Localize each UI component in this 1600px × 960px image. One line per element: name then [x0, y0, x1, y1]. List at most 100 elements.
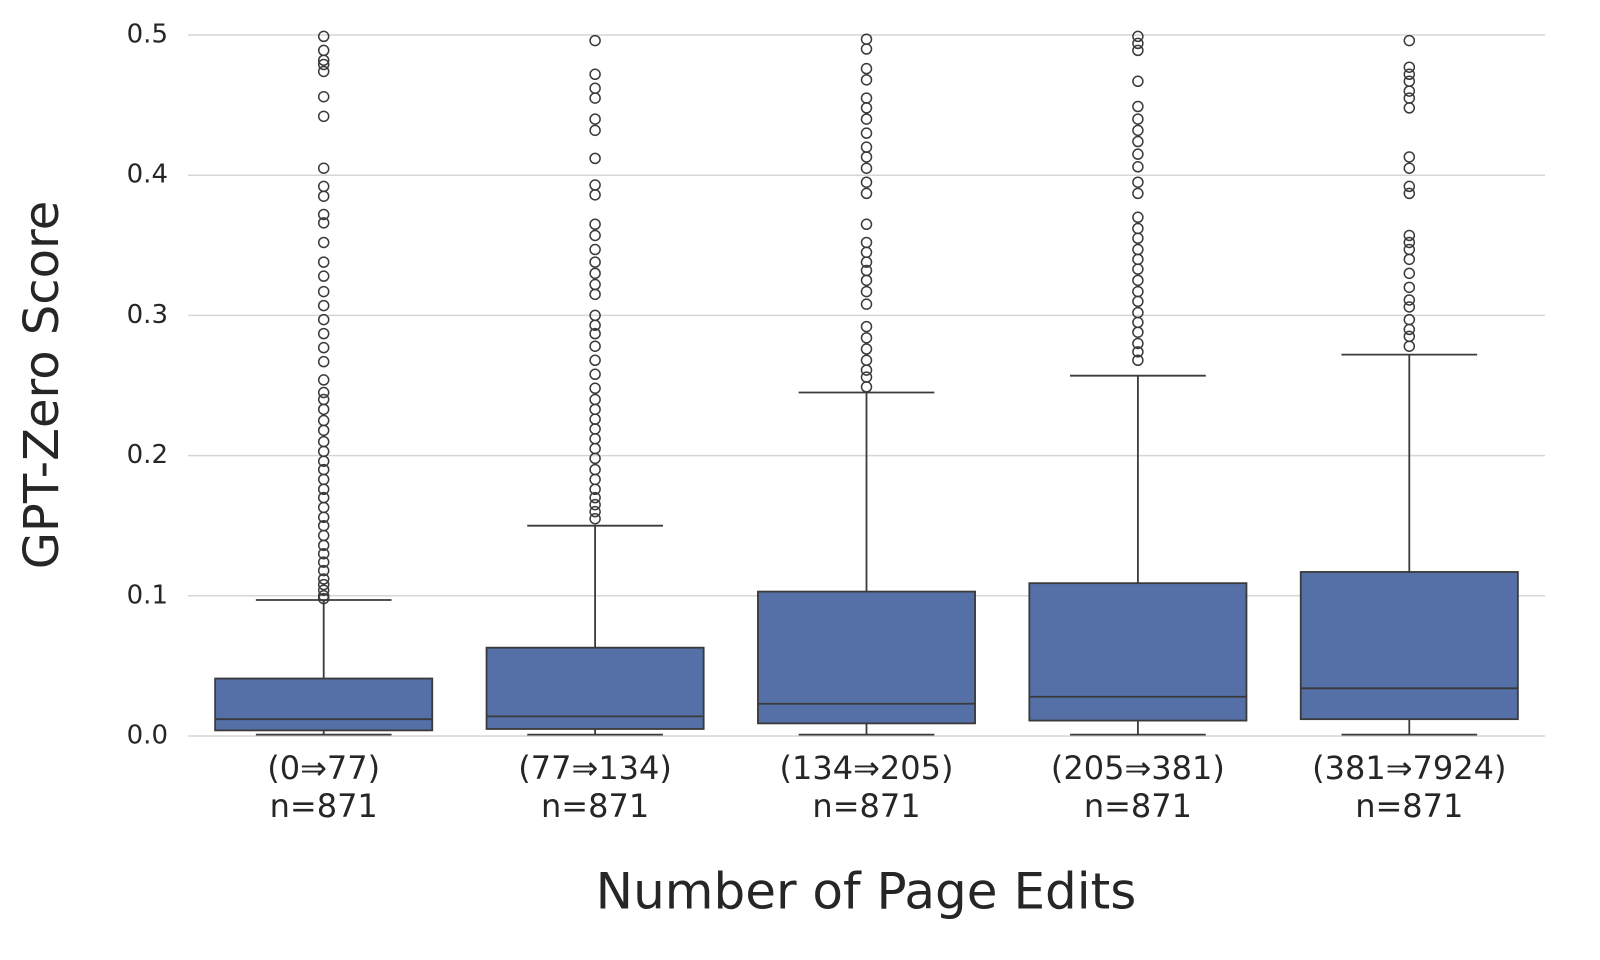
outlier [1403, 34, 1416, 47]
outlier [317, 44, 330, 57]
outlier [860, 236, 873, 249]
outlier [589, 256, 601, 268]
outlier [589, 113, 601, 125]
y-tick-label: 0.1 [127, 580, 168, 610]
y-tick-label: 0.4 [127, 160, 168, 190]
outlier [860, 354, 873, 367]
outlier [317, 90, 330, 103]
outlier [860, 381, 873, 393]
outlier [317, 483, 330, 495]
outlier [1403, 151, 1416, 163]
outlier [589, 368, 601, 381]
outlier [317, 285, 330, 298]
outlier [589, 189, 601, 201]
outlier [860, 113, 873, 125]
outlier [1403, 162, 1416, 174]
box [1299, 571, 1519, 721]
outlier [589, 423, 601, 435]
outlier [1403, 187, 1416, 200]
outlier [860, 320, 873, 333]
outlier [1132, 176, 1144, 188]
outlier [317, 208, 330, 221]
outlier [860, 298, 873, 310]
y-tick-label: 0.3 [127, 300, 168, 330]
outlier [317, 578, 330, 591]
outlier [317, 162, 330, 174]
outlier [1132, 100, 1144, 113]
outlier [589, 340, 601, 352]
y-axis-label: GPT-Zero Score [14, 201, 70, 570]
outlier [1403, 92, 1416, 104]
outlier [1132, 354, 1144, 367]
outlier [317, 393, 330, 406]
outlier [860, 74, 873, 86]
outlier [860, 162, 873, 174]
outlier [317, 435, 330, 448]
outlier [317, 584, 330, 596]
outlier [1403, 294, 1416, 306]
outlier [317, 313, 330, 326]
x-tick-count: n=871 [541, 787, 649, 825]
outlier [1403, 253, 1416, 266]
outlier [1403, 61, 1416, 73]
outlier [860, 246, 873, 259]
x-tick-count: n=871 [812, 787, 920, 825]
outlier [317, 355, 330, 368]
outlier [317, 501, 330, 514]
outlier [317, 299, 330, 312]
outlier [317, 327, 330, 340]
outlier [317, 424, 330, 437]
outlier [589, 463, 601, 476]
outlier [317, 30, 330, 43]
box [757, 590, 976, 725]
x-tick-count: n=871 [1355, 787, 1463, 825]
y-tick-label: 0.0 [127, 721, 168, 751]
outlier [317, 386, 330, 399]
outlier [589, 229, 601, 242]
outlier [1132, 161, 1144, 173]
outlier [1403, 236, 1416, 249]
outlier [1132, 30, 1144, 43]
outlier [860, 102, 873, 114]
outlier [1132, 135, 1144, 148]
outlier [317, 455, 330, 467]
outlier [589, 267, 601, 280]
x-tick-label: (77⇒134) [518, 749, 672, 787]
outlier [589, 152, 601, 165]
outlier [1132, 124, 1144, 137]
outlier [1132, 113, 1144, 125]
outlier [589, 278, 601, 291]
box [1028, 582, 1248, 722]
x-tick-count: n=871 [270, 787, 378, 825]
outlier [1132, 75, 1144, 88]
outlier [589, 68, 601, 81]
outlier [317, 217, 330, 229]
outlier [1132, 37, 1144, 50]
outlier [860, 176, 873, 188]
outlier [860, 62, 873, 75]
outlier [589, 512, 601, 525]
outlier [1403, 180, 1416, 193]
box [214, 677, 434, 732]
outlier [317, 341, 330, 354]
outlier [317, 529, 330, 542]
outlier [589, 382, 601, 395]
x-tick-label: (134⇒205) [780, 749, 954, 787]
outlier [1132, 316, 1144, 329]
outlier [589, 433, 601, 445]
outlier [1403, 75, 1416, 88]
x-axis-label: Number of Page Edits [596, 863, 1137, 921]
outlier [317, 473, 330, 486]
outlier [860, 92, 873, 104]
outlier [1403, 229, 1416, 242]
outlier [589, 442, 601, 455]
outlier [589, 498, 601, 511]
outlier [860, 371, 873, 383]
outlier [860, 364, 873, 376]
outlier [589, 483, 601, 495]
x-tick-label: (0⇒77) [267, 749, 380, 787]
outlier [860, 127, 873, 139]
outlier [317, 190, 330, 202]
outlier [589, 393, 601, 406]
